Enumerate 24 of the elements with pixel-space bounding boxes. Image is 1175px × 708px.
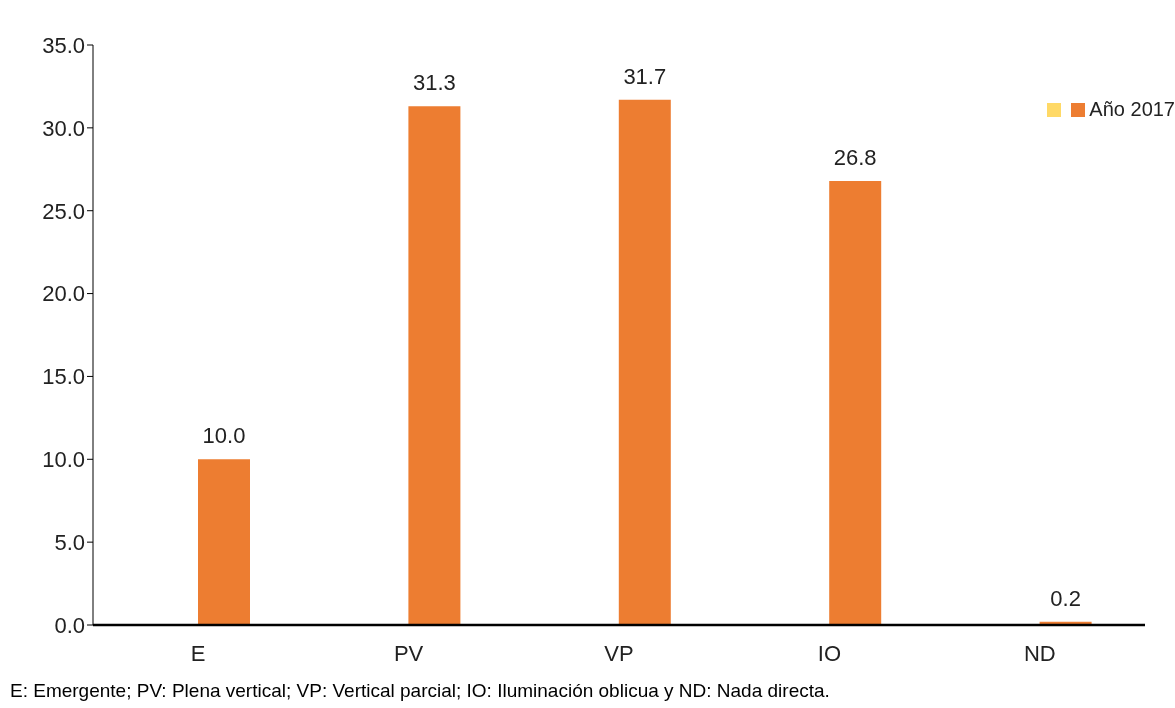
y-tick-label: 0.0 — [54, 612, 85, 638]
x-tick-label: E — [190, 640, 206, 666]
x-tick-label: PV — [393, 640, 424, 666]
data-label: 10.0 — [202, 423, 246, 449]
data-label: 31.7 — [623, 63, 667, 89]
y-tick-label: 5.0 — [54, 529, 85, 555]
bar — [829, 180, 882, 625]
bar — [408, 106, 461, 625]
legend-label: Año 2017 — [1089, 98, 1175, 121]
bar — [198, 459, 250, 625]
y-tick-label: 35.0 — [42, 32, 85, 58]
bar — [618, 99, 671, 625]
data-label: 31.3 — [412, 70, 456, 96]
data-label: 26.8 — [833, 144, 877, 170]
y-tick-label: 20.0 — [42, 281, 85, 307]
text: E: Emergente; PV: Plena vertical; VP: Vertical parcial; IO: Iluminación oblicua y ND: Nada directa. — [10, 680, 830, 702]
x-tick-label: IO — [817, 640, 842, 666]
y-tick-label: 15.0 — [42, 364, 85, 390]
data-label: 0.2 — [1050, 585, 1081, 611]
y-tick-label: 30.0 — [42, 115, 85, 141]
x-tick-label: ND — [1023, 640, 1056, 666]
x-tick-label: VP — [604, 640, 634, 666]
y-tick-label: 25.0 — [42, 198, 85, 224]
y-tick-label: 10.0 — [42, 447, 85, 473]
